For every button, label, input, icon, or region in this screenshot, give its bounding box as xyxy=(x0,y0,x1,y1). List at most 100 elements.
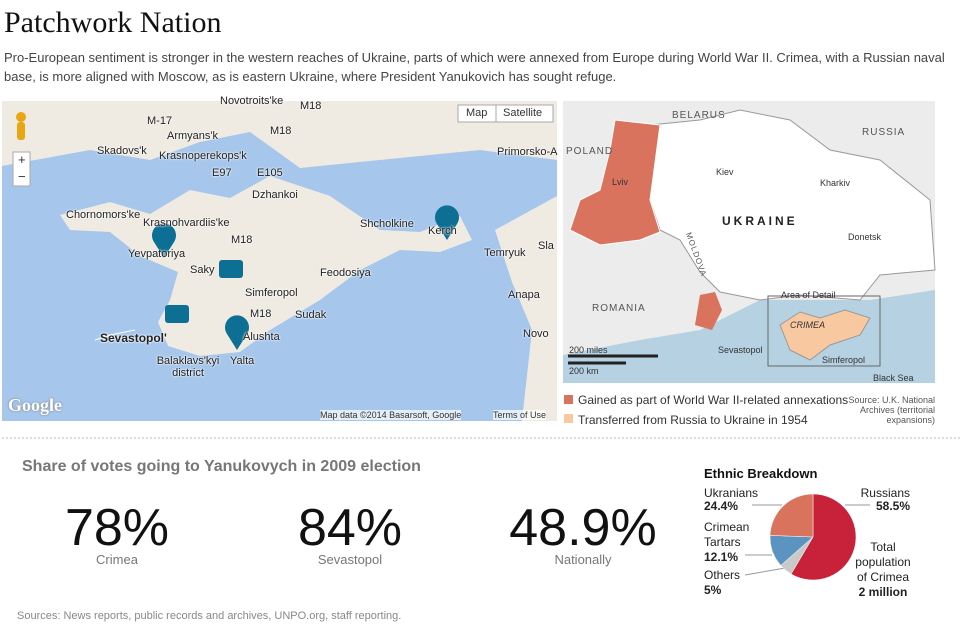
pie-value-label: 12.1% xyxy=(704,550,739,564)
map-type-control[interactable] xyxy=(457,104,554,123)
place-label: POLAND xyxy=(566,146,614,157)
place-label: Anapa xyxy=(508,289,540,301)
place-label: ROMANIA xyxy=(592,303,646,314)
google-logo: Google xyxy=(8,395,62,415)
zoom-control[interactable] xyxy=(12,151,31,187)
place-label: Kiev xyxy=(716,167,734,177)
place-label: Skadovs'k xyxy=(97,145,147,157)
legend-swatch xyxy=(564,414,573,423)
pin[interactable] xyxy=(435,205,459,240)
stat-label: Nationally xyxy=(554,552,612,567)
title: Patchwork Nation xyxy=(4,6,222,39)
place-label: Shcholkine xyxy=(360,218,414,230)
road xyxy=(94,329,136,341)
place-label: Armyans'k xyxy=(167,130,218,142)
zoom-out[interactable]: − xyxy=(18,169,26,184)
photo-pin[interactable] xyxy=(165,305,189,323)
place-label: Kharkiv xyxy=(820,178,851,188)
pin[interactable] xyxy=(224,315,249,350)
place-label: M18 xyxy=(270,125,292,137)
zoom-in[interactable]: + xyxy=(18,152,26,167)
place-label: Black Sea xyxy=(873,373,914,383)
pie-label: Crimean Tartars xyxy=(704,520,750,549)
pin[interactable] xyxy=(152,223,176,258)
stat-label: Sevastopol xyxy=(317,552,383,567)
legend-entry: Gained as part of World War II-related a… xyxy=(578,393,849,407)
intro: Pro-European sentiment is stronger in th… xyxy=(4,50,945,84)
place-label: Sla xyxy=(538,240,554,252)
place-label: M18 xyxy=(231,234,253,246)
place-label: Saky xyxy=(190,264,215,276)
place-label: Alushta xyxy=(243,331,280,343)
place-label: M18 xyxy=(250,308,272,320)
place-label: Primorsko-A xyxy=(497,146,558,158)
annexed-south xyxy=(695,292,722,330)
place-label: Chornomors'ke xyxy=(66,209,141,221)
map-button[interactable]: Satellite xyxy=(503,107,543,119)
pegman[interactable] xyxy=(16,112,26,122)
place-label: Lviv xyxy=(612,177,629,187)
place-label: Simferopol xyxy=(822,355,866,365)
pie-slice xyxy=(769,493,814,538)
stat-value: 84% xyxy=(297,499,403,557)
detail-box xyxy=(767,295,881,367)
pie-value-label: 5% xyxy=(704,583,722,597)
place-label: Novotroits'ke xyxy=(220,95,284,107)
legend-swatch xyxy=(564,395,573,404)
place-label: Novo xyxy=(523,328,549,340)
place-label: UKRAINE xyxy=(722,214,798,228)
place-label: CRIMEA xyxy=(790,320,826,330)
place-label: E97 xyxy=(212,167,232,179)
place-label: Sevastopol' xyxy=(100,331,167,345)
place-label: 200 miles xyxy=(569,345,608,355)
attribution: Map data ©2014 Basarsoft, Google xyxy=(320,410,462,420)
annexed-west xyxy=(569,119,661,246)
place-label: M18 xyxy=(300,100,322,112)
stat-label: Crimea xyxy=(96,552,138,567)
stats-title: Share of votes going to Yanukovych in 20… xyxy=(22,458,421,475)
place-label: Dzhankoi xyxy=(252,189,298,201)
place-label: RUSSIA xyxy=(862,127,906,138)
place-label: Balaklavs'kyi district xyxy=(156,355,220,379)
place-label: Donetsk xyxy=(848,232,882,242)
pie-value-label: 58.5% xyxy=(875,499,910,513)
annotation-value: 2 million xyxy=(858,585,908,599)
place-label: Sevastopol xyxy=(718,345,763,355)
stat-value: 48.9% xyxy=(509,499,657,557)
crimea xyxy=(779,309,871,361)
place-label: M-17 xyxy=(147,115,173,127)
place-label: Yevpatoriya xyxy=(128,248,186,260)
sources: Sources: News reports, public records an… xyxy=(17,610,402,622)
pie-label: Russians xyxy=(860,486,910,500)
leader-lines xyxy=(744,504,870,576)
annotation: Total population of Crimea xyxy=(855,540,911,584)
place-label: Yalta xyxy=(230,355,255,367)
pie-slice xyxy=(790,493,857,581)
place-label: Area of Detail xyxy=(781,290,836,300)
legend-entry: Transferred from Russia to Ukraine in 19… xyxy=(578,413,808,427)
pie-label: Ukranians xyxy=(704,486,759,500)
place-label: Feodosiya xyxy=(320,267,371,279)
place-label: Simferopol xyxy=(245,287,298,299)
place-label: Temryuk xyxy=(484,247,526,259)
terms-link[interactable]: Terms of Use xyxy=(493,410,547,420)
map-source: Source: U.K. National Archives (territor… xyxy=(848,395,935,425)
place-label: Krasnoperekops'k xyxy=(159,150,247,162)
map-button[interactable]: Map xyxy=(466,107,488,119)
land xyxy=(2,101,557,168)
crimea-land xyxy=(60,176,472,356)
ukraine xyxy=(614,109,936,301)
pegman[interactable] xyxy=(17,122,25,140)
place-label: Krasnohvardiis'ke xyxy=(143,217,230,229)
photo-pin[interactable] xyxy=(219,260,243,278)
map-pins[interactable] xyxy=(152,205,459,350)
pie-title: Ethnic Breakdown xyxy=(704,466,818,481)
pie-value-label: 24.4% xyxy=(704,499,739,513)
place-label: Kerch xyxy=(428,225,457,237)
land xyxy=(495,196,557,421)
stat-value: 78% xyxy=(64,499,170,557)
place-label: E105 xyxy=(257,167,283,179)
place-label: 200 km xyxy=(569,366,599,376)
